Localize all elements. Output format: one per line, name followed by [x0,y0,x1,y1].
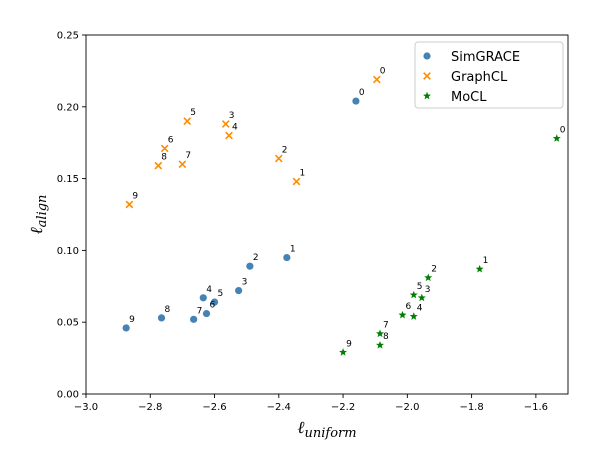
legend-entry-simgrace: SimGRACE [423,50,520,65]
x-tick-label: −2.8 [138,402,162,413]
x-tick-label: −3.0 [74,402,98,413]
legend-label: SimGRACE [451,50,520,65]
data-point-label: 2 [253,253,259,263]
x-tick-label: −2.6 [202,402,226,413]
data-point [221,120,230,128]
data-point [339,348,348,356]
data-point [225,131,233,140]
data-point-label: 7 [383,321,389,331]
x-tick-label: −1.6 [524,402,548,413]
data-point [274,154,283,163]
data-point [122,324,130,332]
data-point-label: 5 [218,289,224,299]
data-point [178,160,187,169]
y-tick-label: 0.05 [57,318,79,329]
y-tick-label: 0.15 [57,174,79,185]
axes: −3.0 −2.8 −2.6 −2.4 −2.2 −2.0 −1.8 −1.6 0.00 0.05… [27,31,569,441]
data-point [352,97,360,105]
y-axis-label-subscript: align [35,195,50,228]
data-point-label: 0 [560,125,566,135]
data-point [210,298,219,306]
data-point-label: 0 [380,67,386,77]
legend-entry-graphcl: GraphCL [423,70,508,85]
data-point-label: 0 [359,88,365,98]
data-point-label: 4 [206,285,212,295]
data-point-label: 8 [161,153,167,163]
data-point-label: 8 [165,305,171,315]
y-tick-label: 0.20 [57,102,79,113]
data-point-label: 9 [129,315,135,325]
y-tick-label: 0.25 [57,31,79,42]
x-tick-label: −1.8 [459,402,483,413]
y-tick-label: 0.00 [57,390,79,401]
data-point-label: 3 [229,111,235,121]
data-point [552,134,561,142]
data-point [376,329,385,338]
legend-label: GraphCL [451,70,508,85]
legend-marker [423,91,431,100]
data-point [160,144,169,153]
data-point [409,290,418,299]
data-point-label: 2 [282,145,288,155]
legend-marker [423,72,431,80]
data-point [183,117,192,126]
data-point-label: 9 [346,339,352,349]
data-point-label: 8 [383,332,389,342]
y-axis-label-symbol: ℓ [27,227,47,234]
data-point [283,253,291,262]
data-point-label: 6 [210,301,216,311]
data-point-label: 5 [417,282,423,292]
data-point [154,161,163,170]
legend-label: MoCL [451,90,487,105]
plot-frame [85,34,569,395]
data-point-label: 4 [417,303,423,313]
data-point-label: 2 [431,265,437,275]
data-point-label: 3 [425,285,431,295]
x-tick-label: −2.4 [267,402,291,413]
data-point-label: 5 [190,108,196,118]
data-point [292,177,301,186]
data-point-label: 1 [290,245,296,255]
x-tick-label: −2.2 [331,402,355,413]
data-point-label: 9 [132,191,138,201]
data-point-label: 7 [197,306,203,316]
y-axis-label: ℓalign [27,195,50,235]
data-point-label: 7 [185,151,191,161]
x-axis-label: ℓuniform [297,418,356,441]
data-point-label: 4 [232,123,238,133]
data-point [475,264,484,273]
series-mocl: 0 1 234 56 78 9 [339,125,566,356]
data-point [202,309,211,318]
legend-box [414,41,564,109]
data-point-label: 3 [242,278,248,288]
data-point [417,293,426,302]
data-point-label: 1 [483,256,489,266]
data-point [157,314,166,322]
data-point [246,262,254,270]
legend-entry-mocl: MoCL [423,90,487,105]
series-graphcl: 0 1 2 3 4 5 6 7 8 9 [125,67,386,209]
data-point [376,340,385,349]
data-point-label: 6 [168,135,174,145]
x-tick-label: −2.0 [395,402,419,413]
data-point [190,315,198,323]
y-tick-label: 0.10 [57,246,79,257]
data-point-label: 1 [299,168,305,178]
x-axis-label-symbol: ℓ [297,418,304,438]
legend: SimGRACE GraphCL MoCL [414,41,564,109]
data-point [409,312,418,320]
data-point [424,273,433,282]
data-point [235,287,243,295]
data-point [199,294,207,302]
legend-marker [423,52,431,60]
data-point [125,200,134,209]
data-point [372,75,381,84]
data-point-label: 6 [406,302,412,312]
data-point [398,310,407,319]
x-axis-label-subscript: uniform [305,426,357,441]
